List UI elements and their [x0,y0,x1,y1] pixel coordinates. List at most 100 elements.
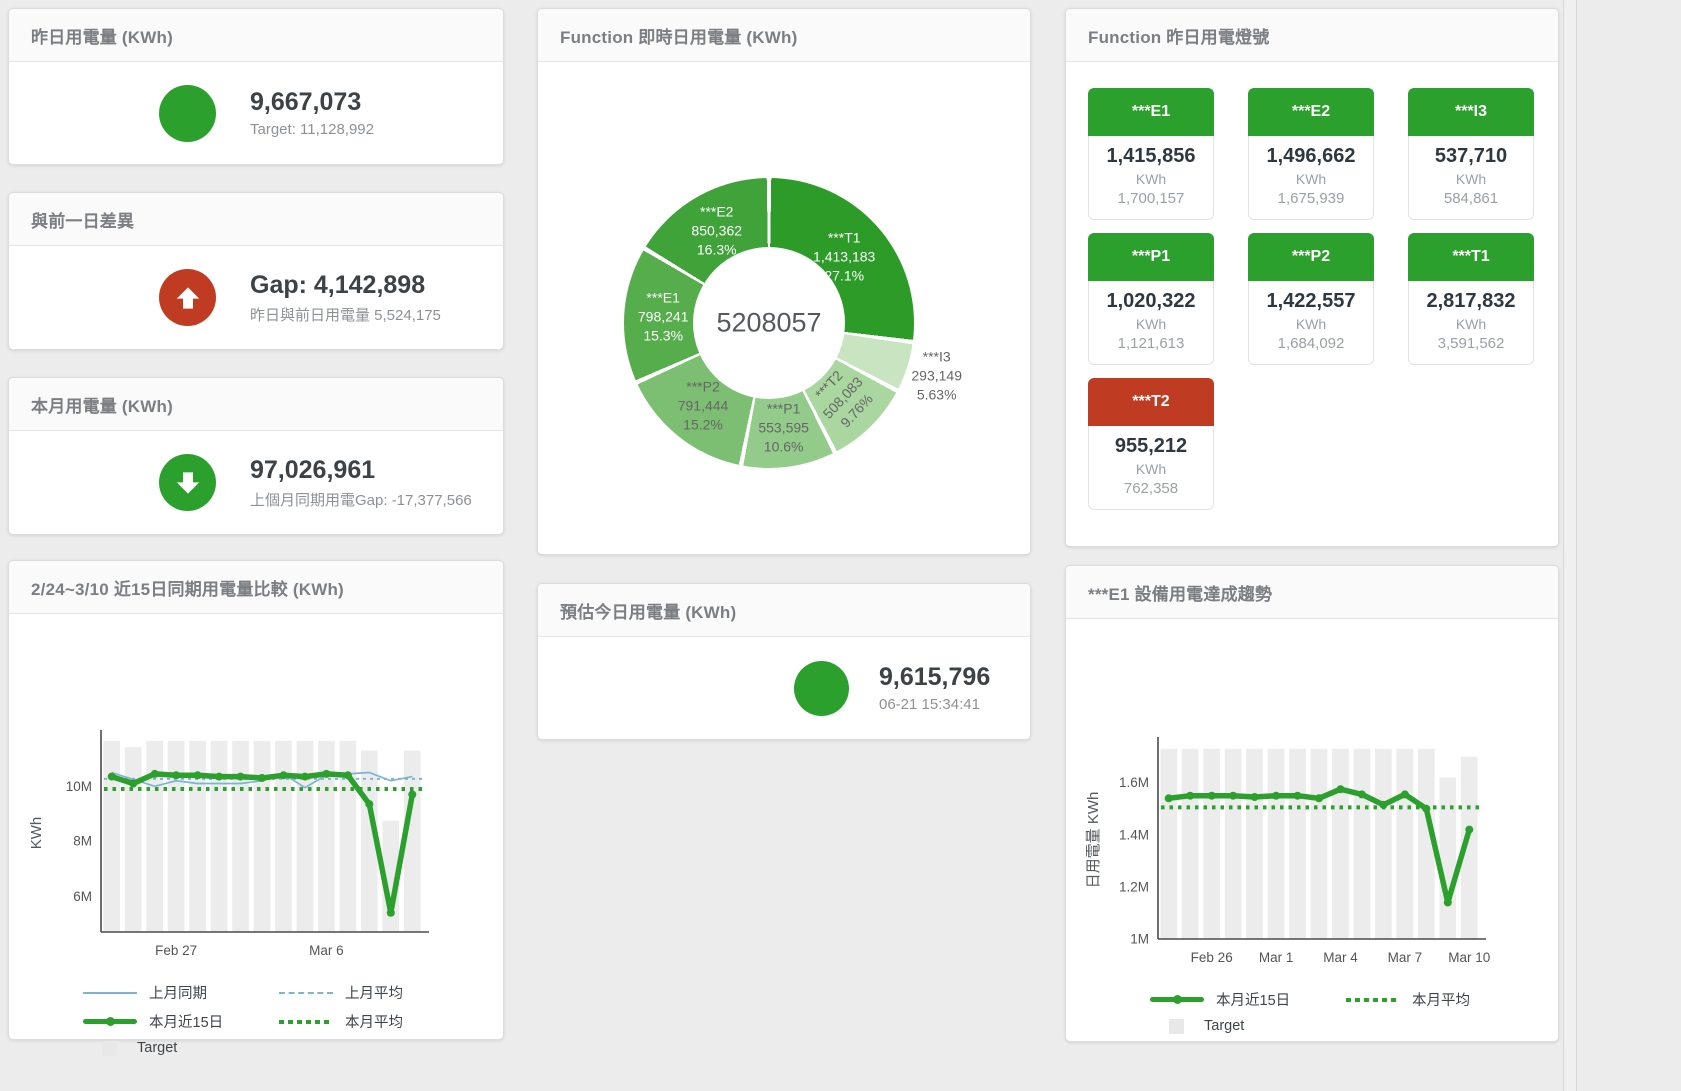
svg-text:Feb 27: Feb 27 [155,943,197,958]
device-tile: ***E2 1,496,662 KWh 1,675,939 [1248,88,1374,220]
device-tile-target: 762,358 [1123,480,1179,497]
device-tile-value: 537,710 [1434,145,1508,167]
trend-chart: 1M 1.2M 1.4M 1.6M Feb 26 Mar 1 Mar 4 Mar 7 Mar 1… [1085,737,1490,965]
donut-slice-label: ***P1 553,595 10.6% [758,400,809,455]
card-realtime-donut: Function 即時日用電量 (KWh) 5208057 ***T1 1,413… [537,8,1031,555]
svg-text:8M: 8M [73,834,92,849]
device-tile-unit: KWh [1135,171,1167,187]
device-tile-unit: KWh [1295,316,1327,332]
up-arrow-icon [159,269,216,326]
device-tile: ***E1 1,415,856 KWh 1,700,157 [1088,88,1214,220]
device-tile-body: 2,817,832 KWh 3,591,562 [1408,281,1534,365]
realtime-donut-chart: 5208057 ***T1 1,413,183 27.1% ***I3 293,149 5… [538,62,1030,554]
device-tile-header: ***I3 [1408,88,1534,136]
device-tile-value: 2,817,832 [1426,290,1516,312]
card-yesterday-header: 昨日用電量 (KWh) [9,9,503,62]
month-sub: 上個月同期用電Gap: -17,377,566 [250,491,472,509]
estimate-timestamp: 06-21 15:34:41 [879,696,980,713]
svg-text:1M: 1M [1130,932,1149,947]
target-legend-swatch-icon [102,1040,117,1056]
device-tile-body: 1,415,856 KWh 1,700,157 [1088,136,1214,220]
device-tile-value: 1,415,856 [1106,145,1196,167]
device-tile-header: ***E1 [1088,88,1214,136]
card-device-lights: Function 昨日用電燈號 ***E1 1,415,856 KWh 1,700,1… [1065,8,1559,547]
trend-legend: 本月近15日 本月平均 Target [1150,989,1522,1034]
device-tile-header: ***P2 [1248,233,1374,281]
device-tile-value: 1,020,322 [1106,290,1196,312]
target-bars [1160,748,1478,939]
svg-text:Mar 7: Mar 7 [1388,950,1423,965]
device-tile-unit: KWh [1295,171,1327,187]
down-arrow-icon [159,454,216,511]
device-tile-target: 1,121,613 [1117,335,1185,352]
donut-slice-label: ***E1 798,241 15.3% [637,289,689,344]
gap-sub: 昨日與前日用電量 5,524,175 [250,306,441,324]
device-tile-body: 955,212 KWh 762,358 [1088,426,1214,510]
card-month-usage: 本月用電量 (KWh) 97,026,961 上個月同期用電Gap: -17,3… [8,377,504,535]
donut-slice-label: ***T1 1,413,183 27.1% [813,229,876,284]
legend-label: 上月同期 [149,986,207,1002]
legend-item[interactable]: 上月同期 [83,982,253,1003]
legend-label: Target [1204,1018,1245,1034]
device-tile: ***T2 955,212 KWh 762,358 [1088,378,1214,510]
card-yesterday-title: 昨日用電量 (KWh) [31,27,173,47]
card-estimate-title: 預估今日用電量 (KWh) [560,602,737,622]
card-compare-title: 2/24~3/10 近15日同期用電量比較 (KWh) [31,579,344,599]
status-dot-green-icon [794,660,849,716]
device-tile-target: 3,591,562 [1437,335,1505,352]
card-gap-prev-day: 與前一日差異 Gap: 4,142,898 昨日與前日用電量 5,524,175 [8,192,504,350]
svg-text:Feb 26: Feb 26 [1191,950,1233,965]
legend-item[interactable]: 上月平均 [279,982,449,1003]
legend-item[interactable]: Target [83,1040,253,1056]
green-thick-legend-marker-icon [83,1017,137,1026]
scrollbar[interactable] [1563,0,1577,1091]
gap-value: Gap: 4,142,898 [250,270,426,299]
svg-text:Mar 10: Mar 10 [1448,950,1490,965]
device-tile-target: 1,700,157 [1117,190,1185,207]
device-tile-header: ***T2 [1088,378,1214,426]
device-tile-target: 1,675,939 [1277,190,1345,207]
legend-label: 本月近15日 [149,1015,224,1031]
device-tile-value: 1,422,557 [1266,290,1356,312]
card-yesterday-usage: 昨日用電量 (KWh) 9,667,073 Target: 11,128,992 [8,8,504,165]
compare-legend: 上月同期 上月平均本月近15日 本月平均 Target [83,982,455,1056]
card-compare-header: 2/24~3/10 近15日同期用電量比較 (KWh) [9,561,503,614]
card-gap-title: 與前一日差異 [31,211,135,231]
blue-line-legend-marker-icon [83,991,137,994]
card-realtime-title: Function 即時日用電量 (KWh) [560,27,798,47]
card-lights-title: Function 昨日用電燈號 [1088,27,1270,47]
legend-item[interactable]: Target [1150,1018,1320,1034]
device-tile-body: 537,710 KWh 584,861 [1408,136,1534,220]
svg-text:1.4M: 1.4M [1119,827,1149,842]
legend-label: 本月近15日 [1216,993,1291,1009]
legend-item[interactable]: 本月平均 [279,1011,449,1032]
card-estimate-today: 預估今日用電量 (KWh) 9,615,796 06-21 15:34:41 [537,583,1031,740]
card-lights-header: Function 昨日用電燈號 [1066,9,1558,62]
legend-item[interactable]: 本月近15日 [83,1011,253,1032]
donut-hole [693,247,845,399]
compare-chart: 6M 8M 10M Feb 27 Mar 6 KWh [28,730,429,958]
card-month-header: 本月用電量 (KWh) [9,378,503,431]
card-gap-header: 與前一日差異 [9,193,503,246]
card-compare-chart: 2/24~3/10 近15日同期用電量比較 (KWh) 6M 8M 10M Feb 2… [8,560,504,1056]
device-tile-header: ***T1 [1408,233,1534,281]
green-thick-legend-marker-icon [1150,995,1204,1004]
device-tile: ***P1 1,020,322 KWh 1,121,613 [1088,233,1214,365]
svg-text:1.2M: 1.2M [1119,879,1149,894]
target-legend-swatch-icon [1169,1018,1184,1034]
blue-dash-legend-marker-icon [279,991,333,994]
card-realtime-header: Function 即時日用電量 (KWh) [538,9,1030,62]
device-tile-body: 1,020,322 KWh 1,121,613 [1088,281,1214,365]
legend-label: 本月平均 [345,1015,403,1031]
donut-slice-label: ***P2 791,444 15.2% [677,378,729,433]
legend-item[interactable]: 本月近15日 [1150,989,1320,1010]
device-tile-unit: KWh [1135,461,1167,477]
card-trend-title: ***E1 設備用電達成趨勢 [1088,584,1273,604]
svg-text:6M: 6M [73,889,92,904]
yesterday-value: 9,667,073 [250,88,362,116]
device-tile-target: 584,861 [1443,190,1499,207]
status-dot-green-icon [159,84,216,142]
legend-label: 上月平均 [345,986,403,1002]
legend-item[interactable]: 本月平均 [1346,989,1516,1010]
